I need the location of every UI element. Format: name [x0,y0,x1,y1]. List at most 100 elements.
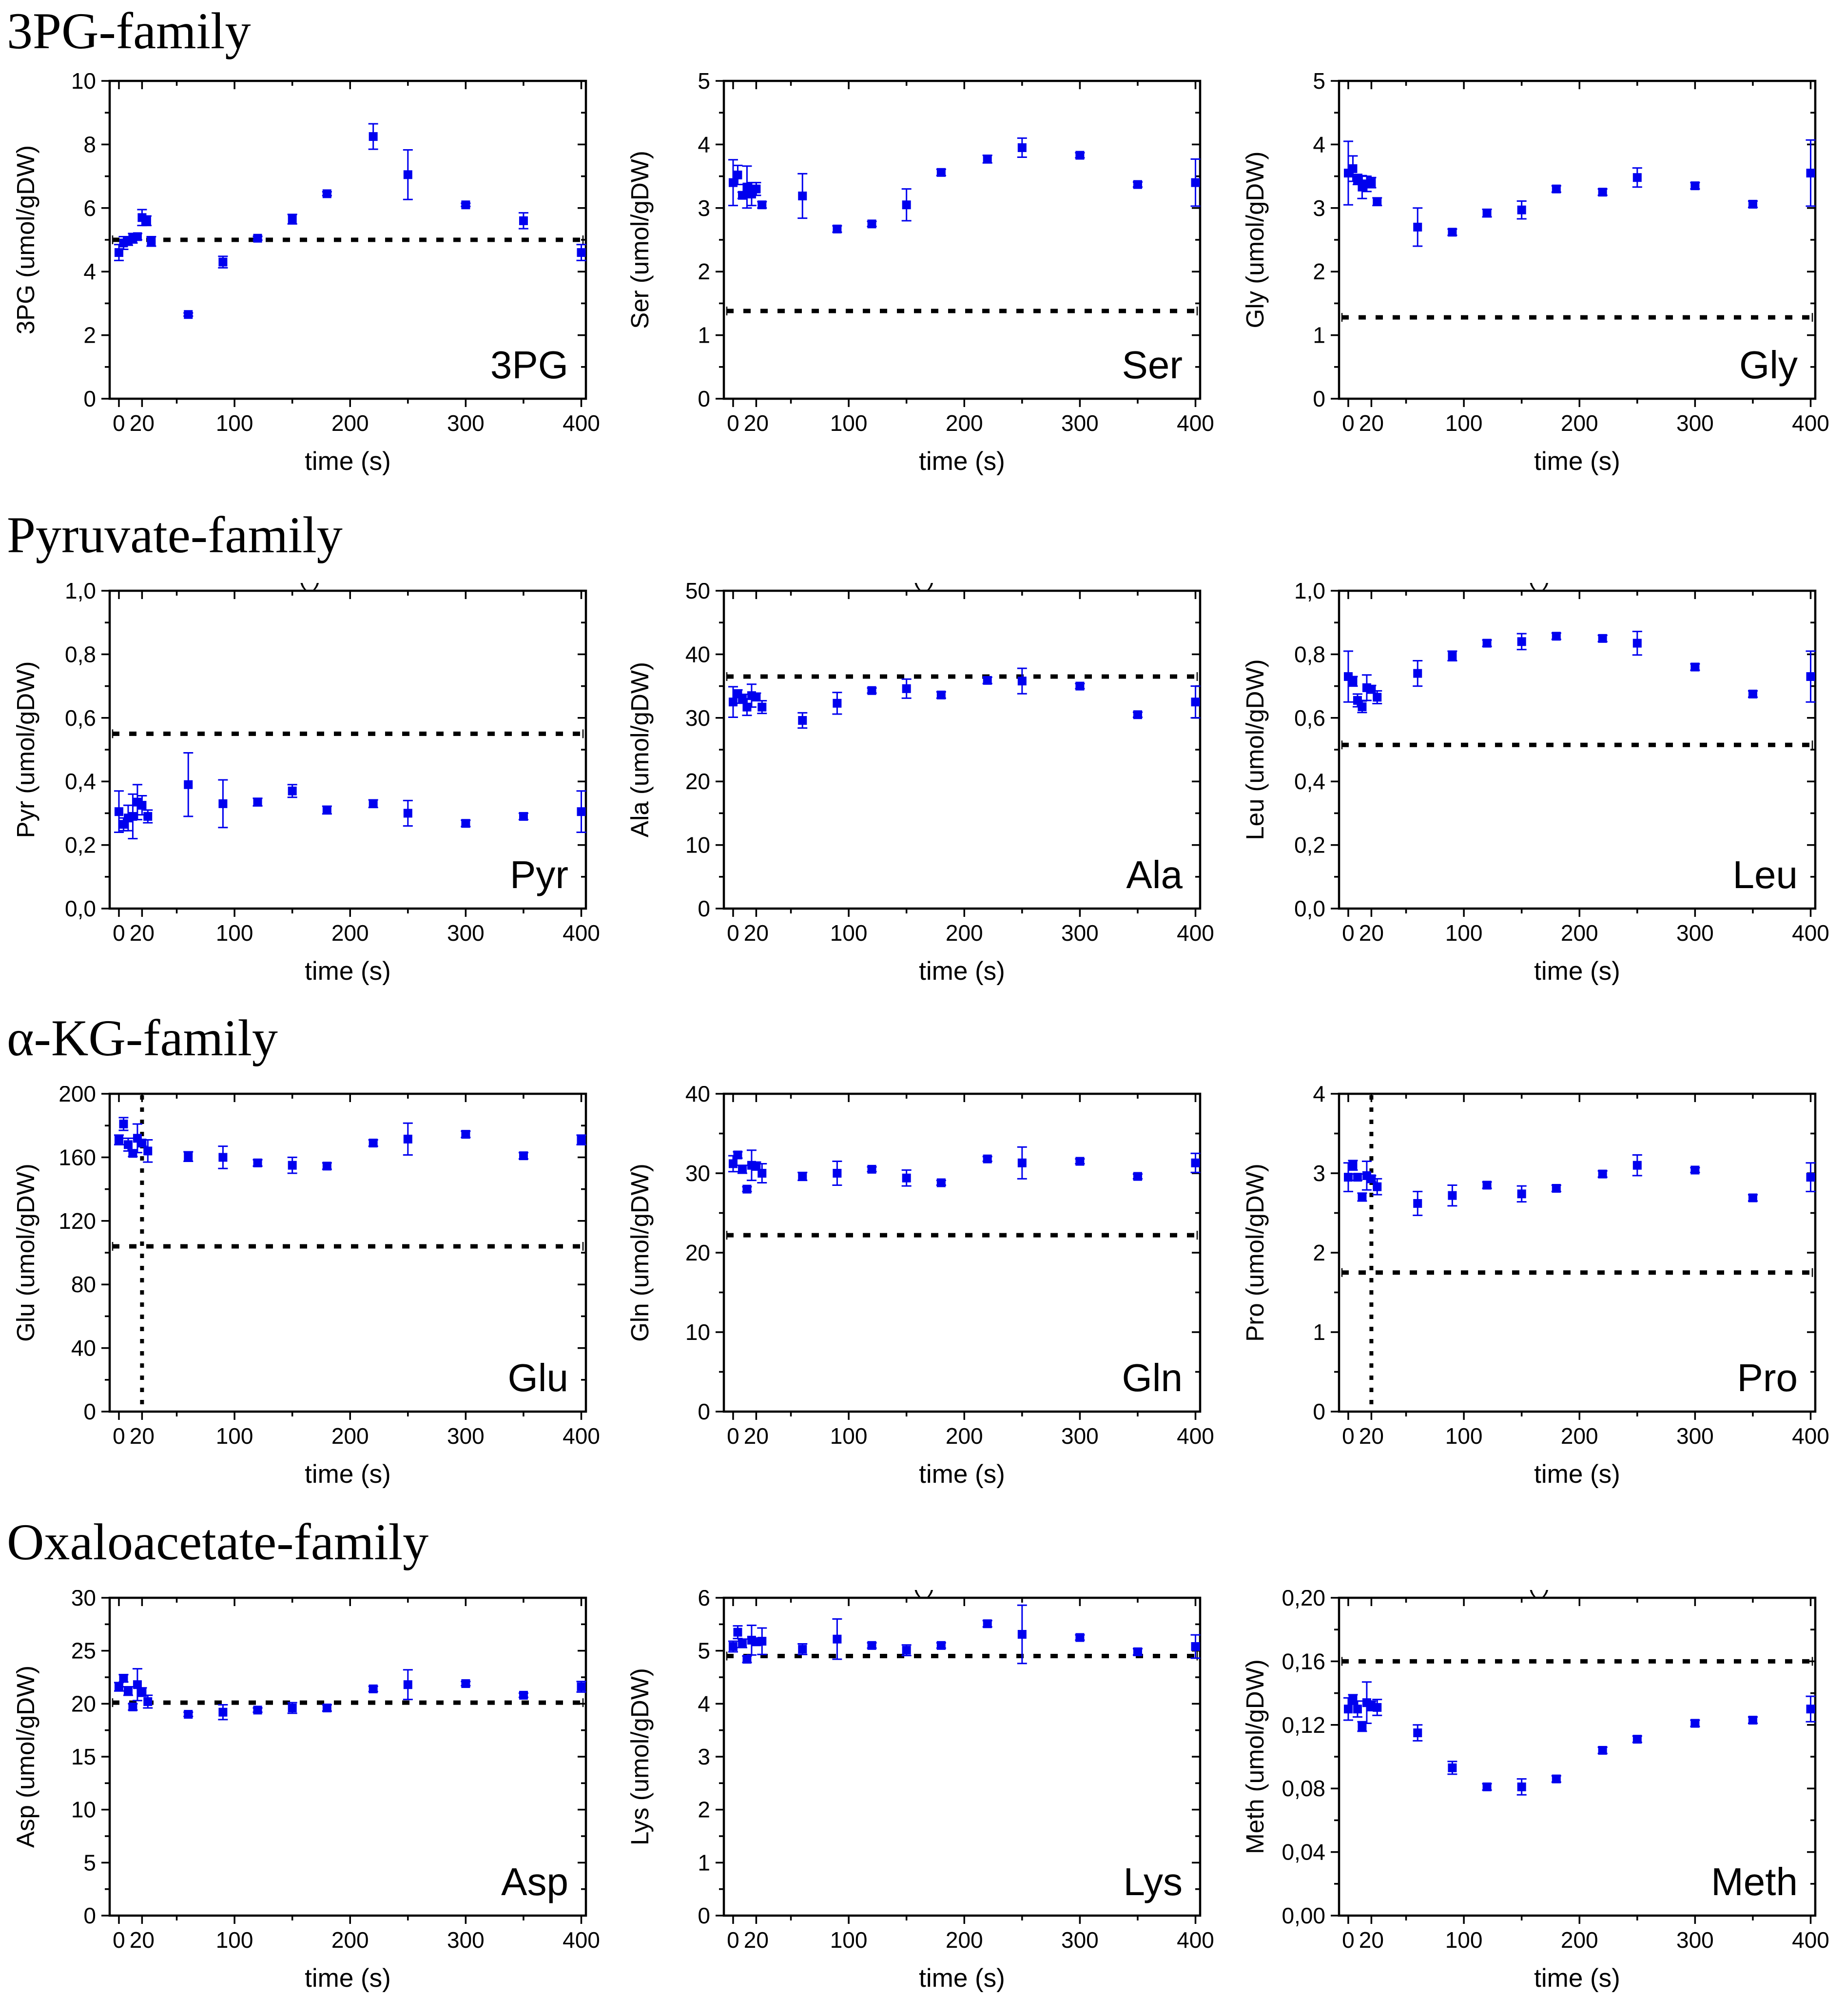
data-point-marker [519,1690,528,1700]
data-point-marker [1367,178,1376,187]
data-point-marker [867,686,876,695]
y-tick-label: 0 [1313,1399,1325,1424]
x-tick-label: 400 [1177,1927,1214,1953]
x-tick-label: 300 [1676,1423,1714,1449]
data-point-marker [1517,637,1526,646]
y-tick-label: 2 [83,323,96,348]
data-point-marker [461,200,470,210]
data-point-marker [128,1702,137,1711]
data-point-marker [461,1679,470,1688]
data-point-marker [1690,1719,1700,1728]
data-point-marker [936,168,946,177]
data-point-marker [114,248,123,257]
x-tick-label: 400 [563,410,600,436]
y-tick-label: 10 [71,73,96,94]
data-point-marker [143,1146,153,1156]
axis-label-x: time (s) [919,447,1005,476]
section-title-pyruvate-family: Pyruvate-family [7,506,343,563]
data-point-marker [519,216,528,225]
data-point-marker [1482,639,1492,648]
data-point-marker [1632,639,1642,648]
plot-corner-label: Lys [1123,1860,1183,1903]
y-tick-label: 6 [83,195,96,221]
data-point-marker [1353,1705,1362,1714]
data-point-marker [936,1641,946,1650]
axis-label-y: Glu (umol/gDW) [15,1163,39,1342]
data-point-marker [1413,222,1422,232]
data-point-marker [1598,188,1607,197]
data-point-marker [369,132,378,141]
subplot-3pg: 0 20 100 200 300 400 0 2 4 6 8 10 3PG time (s) 3PG (um… [15,73,602,497]
subplot-glu: 0 20 100 200 300 400 0 40 80 120 160 200 Glu time (s)… [15,1086,602,1510]
x-tick-label: 0 [113,920,125,946]
x-tick-label: 200 [946,410,983,436]
y-tick-label: 20 [71,1691,96,1716]
data-point-marker [322,1704,331,1713]
data-point-marker [142,216,151,225]
data-point-marker [369,1684,378,1693]
x-tick-label: 100 [830,1927,868,1953]
x-tick-label: 300 [1676,410,1714,436]
y-tick-label: 5 [698,73,710,94]
data-point-marker [1348,677,1358,686]
data-point-marker [137,1687,147,1697]
data-point-marker [742,1184,752,1194]
data-point-marker [114,1682,123,1691]
data-point-marker [1806,1173,1815,1182]
axis-label-x: time (s) [305,957,391,986]
y-tick-label: 2 [1313,1240,1325,1265]
x-tick-label: 0 [113,1927,125,1953]
data-point-marker [288,786,297,795]
plot-corner-label: Meth [1711,1860,1798,1903]
x-tick-label: 200 [946,1927,983,1953]
y-tick-label: 0,4 [1294,769,1325,794]
data-point-marker [1448,1763,1457,1772]
data-point-marker [322,189,331,198]
data-point-marker [1017,143,1027,152]
y-tick-label: 0,6 [1294,705,1325,731]
x-tick-label: 400 [1177,1423,1214,1449]
data-point-marker [253,1706,262,1715]
data-point-marker [1348,1161,1358,1170]
axis-label-x: time (s) [305,1460,391,1489]
x-tick-label: 400 [1792,920,1829,946]
data-point-marker [902,1646,911,1655]
data-point-marker [1133,710,1142,719]
axis-label-y: Gly (umol/gDW) [1244,152,1269,329]
data-point-marker [1373,1703,1382,1712]
data-point-marker [833,224,842,233]
x-tick-label: 20 [130,1423,155,1449]
y-tick-label: 4 [1313,1086,1325,1106]
data-point-marker [1552,1183,1561,1193]
data-point-marker [798,1172,807,1181]
plot-corner-label: Pro [1737,1356,1798,1399]
axis-label-x: time (s) [1534,447,1620,476]
y-tick-label: 0 [83,386,96,411]
x-tick-label: 100 [216,920,253,946]
x-tick-label: 0 [727,1423,739,1449]
axis-label-x: time (s) [305,1964,391,1993]
x-tick-label: 100 [1445,920,1483,946]
subplot-pyr: 020 100 200 300 400 0,0 0,2 0,4 0,6 0,8 1,0 ( ) Pyr t… [15,583,602,1007]
x-tick-label: 300 [1676,920,1714,946]
section-title-3pg-family: 3PG-family [7,2,251,59]
data-point-marker [1017,1629,1027,1639]
data-point-marker [1517,1189,1526,1199]
data-point-marker [1343,1173,1353,1182]
data-point-marker [867,1641,876,1650]
y-tick-label: 10 [685,833,710,858]
data-point-marker [128,1149,137,1158]
data-point-marker [253,1158,262,1167]
x-tick-label: 20 [744,410,769,436]
data-point-marker [1598,634,1607,643]
y-tick-label: 2 [698,1797,710,1822]
axis-label-y: Meth (umol/gDW) [1244,1659,1269,1854]
y-tick-label: 50 [685,583,710,603]
data-point-marker [1358,1722,1367,1731]
data-point-marker [322,1162,331,1171]
data-point-marker [1191,1642,1200,1651]
x-tick-label: 20 [1359,1423,1384,1449]
data-point-marker [1133,1172,1142,1181]
